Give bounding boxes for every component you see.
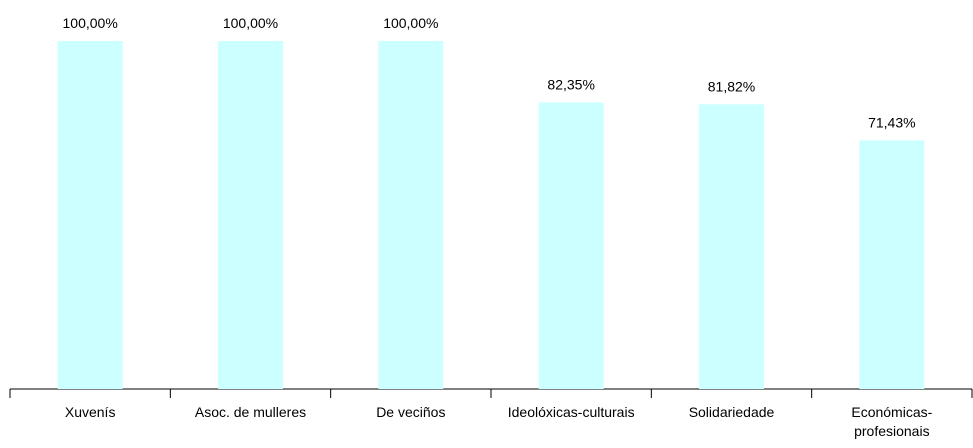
bar (859, 140, 925, 389)
data-label: 100,00% (383, 15, 438, 31)
data-label: 81,82% (708, 78, 755, 94)
data-labels-group: 100,00% 100,00% 100,00% 82,35% 81,82% 71,43% (63, 15, 916, 130)
bars-group (57, 41, 925, 389)
category-label: Solidariedade (689, 404, 775, 420)
data-label: 71,43% (868, 114, 915, 130)
x-axis-ticks (9, 389, 973, 398)
category-label: Económicas-profesionais (851, 404, 932, 439)
bar (218, 41, 283, 389)
category-label: Ideolóxicas-culturais (508, 404, 635, 420)
category-label: Xuvenís (65, 404, 116, 420)
bar (378, 41, 444, 389)
data-label: 100,00% (63, 15, 118, 31)
data-label: 100,00% (223, 15, 278, 31)
category-label: Asoc. de mulleres (195, 404, 306, 420)
bar (57, 41, 123, 389)
category-label: De veciños (376, 404, 445, 420)
bar (538, 102, 604, 389)
category-labels-group: Xuvenís Asoc. de mulleres De veciños Ideoló… (65, 404, 933, 439)
bar (699, 104, 764, 389)
data-label: 82,35% (547, 76, 594, 92)
